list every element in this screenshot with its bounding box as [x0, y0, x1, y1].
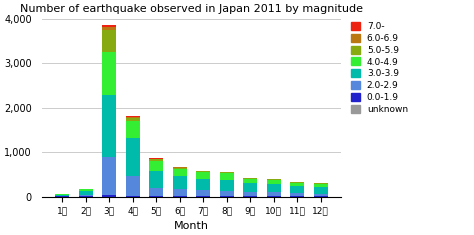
Bar	[102, 52, 116, 94]
Bar	[126, 121, 140, 138]
Bar	[149, 188, 163, 196]
Bar	[290, 183, 304, 186]
Bar	[196, 171, 210, 172]
Bar	[102, 195, 116, 196]
Bar	[219, 173, 234, 180]
Bar	[149, 161, 163, 171]
Legend: 7.0-, 6.0-6.9, 5.0-5.9, 4.0-4.9, 3.0-3.9, 2.0-2.9, 0.0-1.9, unknown: 7.0-, 6.0-6.9, 5.0-5.9, 4.0-4.9, 3.0-3.9…	[349, 20, 410, 116]
Bar	[243, 192, 257, 196]
Bar	[55, 194, 69, 195]
Bar	[243, 179, 257, 183]
Bar	[219, 180, 234, 191]
Bar	[126, 176, 140, 196]
X-axis label: Month: Month	[174, 221, 209, 231]
Bar	[196, 179, 210, 190]
Bar	[196, 172, 210, 179]
Bar	[266, 192, 281, 196]
Bar	[314, 187, 328, 194]
Bar	[290, 182, 304, 183]
Bar	[79, 195, 93, 196]
Bar	[173, 189, 187, 196]
Bar	[126, 117, 140, 118]
Bar	[266, 184, 281, 192]
Bar	[243, 183, 257, 192]
Bar	[102, 94, 116, 157]
Bar	[126, 138, 140, 176]
Bar	[266, 180, 281, 184]
Bar	[79, 191, 93, 195]
Bar	[290, 186, 304, 193]
Bar	[314, 194, 328, 196]
Bar	[219, 172, 234, 173]
Bar	[196, 190, 210, 196]
Bar	[314, 184, 328, 187]
Bar	[173, 168, 187, 169]
Bar	[314, 183, 328, 184]
Bar	[266, 179, 281, 180]
Bar	[149, 171, 163, 188]
Bar	[173, 169, 187, 176]
Bar	[290, 193, 304, 196]
Bar	[126, 118, 140, 121]
Bar	[149, 159, 163, 161]
Bar	[102, 25, 116, 27]
Bar	[219, 191, 234, 196]
Bar	[102, 157, 116, 195]
Bar	[79, 189, 93, 191]
Bar	[55, 195, 69, 196]
Bar	[243, 178, 257, 179]
Bar	[173, 176, 187, 189]
Bar	[102, 30, 116, 52]
Bar	[173, 167, 187, 168]
Title: Number of earthquake observed in Japan 2011 by magnitude: Number of earthquake observed in Japan 2…	[20, 4, 363, 14]
Bar	[102, 27, 116, 30]
